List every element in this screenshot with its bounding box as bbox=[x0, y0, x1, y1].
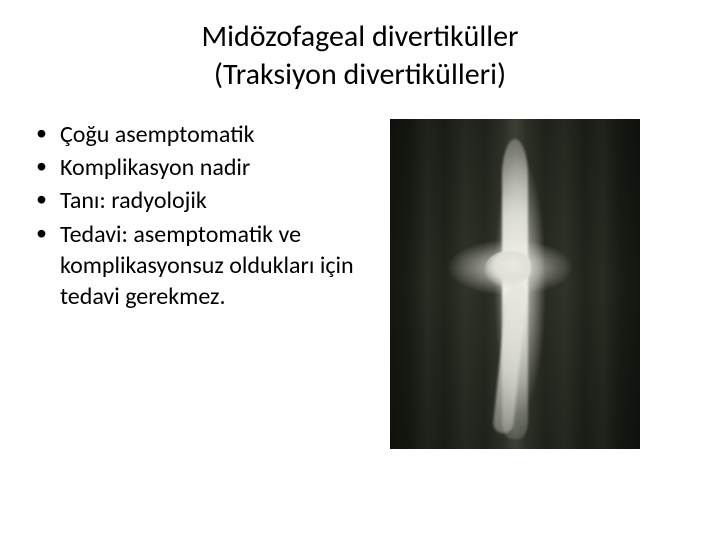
esophagram-image bbox=[390, 119, 640, 449]
content-row: Çoğu asemptomatik Komplikasyon nadir Tan… bbox=[0, 101, 720, 449]
bullet-item: Komplikasyon nadir bbox=[30, 152, 370, 183]
bullet-column: Çoğu asemptomatik Komplikasyon nadir Tan… bbox=[30, 119, 370, 449]
esophagus-lower-curve bbox=[492, 283, 528, 434]
title-line-1: Midözofageal divertiküller bbox=[0, 18, 720, 56]
title-line-2: (Traksiyon divertikülleri) bbox=[0, 56, 720, 94]
image-column bbox=[390, 119, 640, 449]
bullet-text: Çoğu asemptomatik bbox=[60, 120, 254, 149]
bullet-item: Tedavi: asemptomatik ve komplikasyonsuz … bbox=[30, 219, 370, 313]
bullet-text: Tanı: radyolojik bbox=[60, 186, 207, 215]
bullet-item: Çoğu asemptomatik bbox=[30, 119, 370, 150]
bullet-item: Tanı: radyolojik bbox=[30, 185, 370, 216]
bullet-text: Tedavi: asemptomatik ve komplikasyonsuz … bbox=[60, 220, 354, 311]
bullet-list: Çoğu asemptomatik Komplikasyon nadir Tan… bbox=[30, 119, 370, 312]
slide-title-block: Midözofageal divertiküller (Traksiyon di… bbox=[0, 0, 720, 101]
bullet-text: Komplikasyon nadir bbox=[60, 153, 250, 182]
